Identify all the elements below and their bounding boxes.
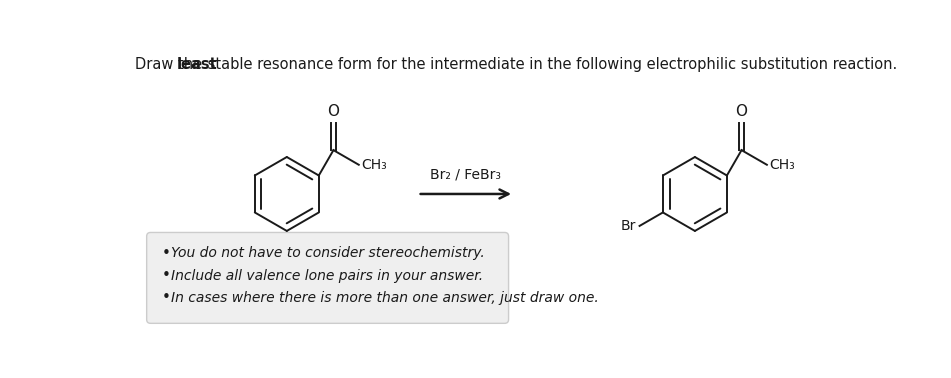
Text: •: • [162, 268, 170, 283]
Text: CH₃: CH₃ [361, 158, 387, 172]
Text: O: O [327, 104, 340, 119]
Text: You do not have to consider stereochemistry.: You do not have to consider stereochemis… [170, 246, 484, 260]
Text: least: least [176, 57, 217, 72]
Text: •: • [162, 246, 170, 261]
Text: CH₃: CH₃ [769, 158, 795, 172]
Text: In cases where there is more than one answer, just draw one.: In cases where there is more than one an… [170, 291, 598, 305]
Text: Include all valence lone pairs in your answer.: Include all valence lone pairs in your a… [170, 269, 483, 283]
Text: O: O [735, 104, 747, 119]
FancyBboxPatch shape [146, 232, 509, 323]
Text: •: • [162, 290, 170, 305]
Text: stable resonance form for the intermediate in the following electrophilic substi: stable resonance form for the intermedia… [203, 57, 897, 72]
Text: Br₂ / FeBr₃: Br₂ / FeBr₃ [430, 168, 501, 182]
Text: Br: Br [621, 219, 636, 233]
Text: Draw the: Draw the [135, 57, 207, 72]
